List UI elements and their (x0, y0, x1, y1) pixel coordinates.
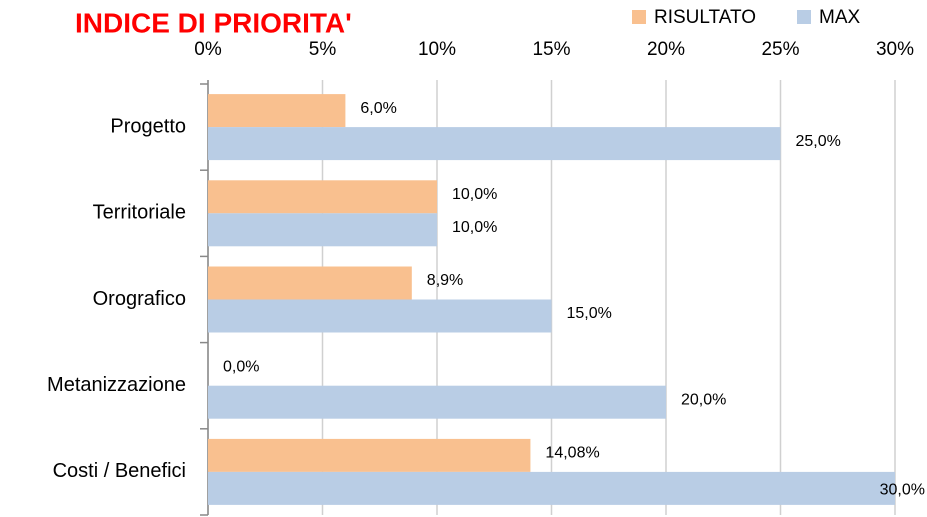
chart-title: INDICE DI PRIORITA' (75, 7, 352, 38)
legend-swatch (632, 10, 646, 24)
bar (208, 438, 531, 472)
bar (208, 127, 781, 161)
y-tick-label: Territoriale (93, 202, 186, 224)
y-tick-label: Costi / Benefici (53, 460, 186, 482)
value-label: 8,9% (427, 272, 463, 289)
x-tick-label: 0% (194, 39, 222, 60)
bar (208, 94, 346, 128)
value-label: 15,0% (567, 305, 612, 322)
bar (208, 180, 437, 214)
x-tick-label: 20% (647, 39, 685, 60)
value-label: 10,0% (452, 186, 497, 203)
value-label: 25,0% (796, 133, 841, 150)
legend-label: MAX (819, 7, 861, 28)
legend-label: RISULTATO (654, 7, 756, 28)
legend-swatch (797, 10, 811, 24)
bar (208, 299, 552, 333)
x-tick-label: 30% (876, 39, 914, 60)
value-label: 6,0% (360, 100, 396, 117)
y-tick-label: Metanizzazione (47, 374, 186, 396)
value-label: 0,0% (223, 358, 259, 375)
x-tick-label: 5% (309, 39, 337, 60)
bar (208, 471, 895, 505)
value-label: 14,08% (545, 445, 599, 462)
value-label: 20,0% (681, 391, 726, 408)
value-label: 10,0% (452, 219, 497, 236)
x-tick-label: 25% (761, 39, 799, 60)
x-tick-label: 10% (418, 39, 456, 60)
x-tick-label: 15% (532, 39, 570, 60)
value-label: 30,0% (880, 482, 925, 499)
bar (208, 213, 437, 247)
y-tick-label: Progetto (110, 115, 186, 137)
bar (208, 385, 666, 419)
bar (208, 266, 412, 300)
y-tick-label: Orografico (93, 288, 186, 310)
